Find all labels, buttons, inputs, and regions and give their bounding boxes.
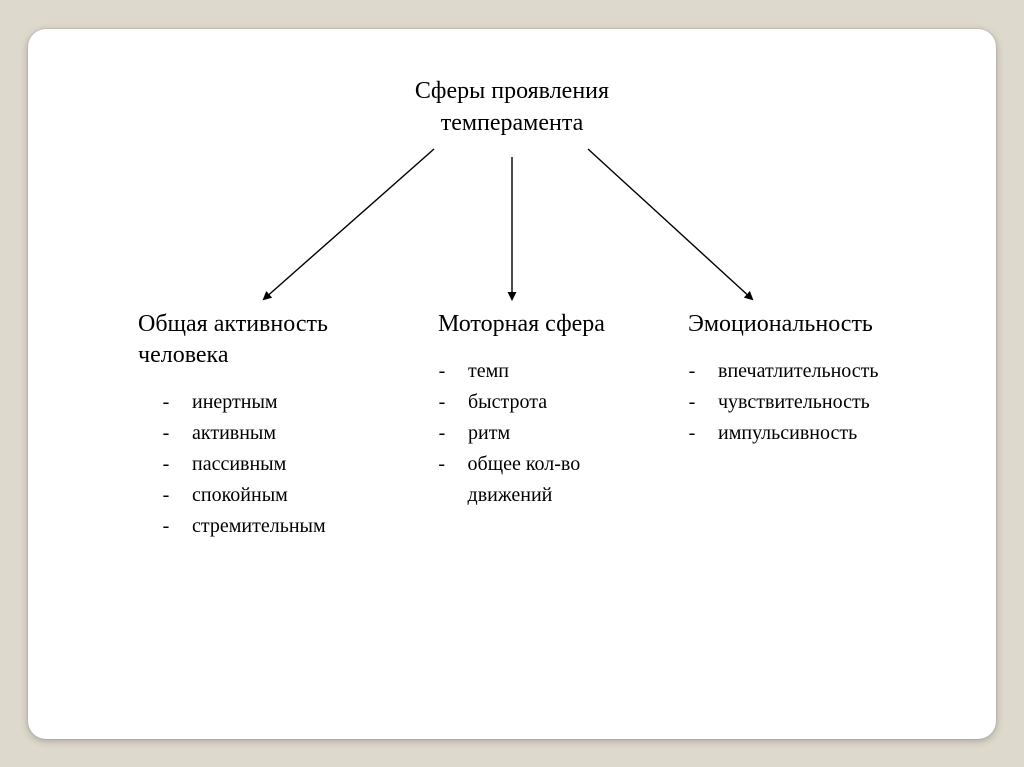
title-line-2: темперамента xyxy=(28,107,996,139)
bullet-dash: - xyxy=(688,387,696,418)
branch-general-activity: Общая активность человека -инертным -акт… xyxy=(138,309,388,542)
branch-heading: Общая активность человека xyxy=(138,309,388,371)
list-item: -впечатлительность xyxy=(688,356,948,387)
list-item: -быстрота xyxy=(438,387,658,418)
bullet-dash: - xyxy=(438,449,446,511)
bullet-dash: - xyxy=(162,418,170,449)
branch-items: -инертным -активным -пассивным -спокойны… xyxy=(138,387,388,542)
bullet-dash: - xyxy=(162,480,170,511)
bullet-dash: - xyxy=(438,418,446,449)
item-text: импульсивность xyxy=(718,418,857,449)
bullet-dash: - xyxy=(162,511,170,542)
list-item: -инертным xyxy=(162,387,388,418)
branch-items: -впечатлительность -чувствительность -им… xyxy=(688,356,948,449)
arrow xyxy=(264,149,434,299)
heading-line-1: Эмоциональность xyxy=(688,309,948,340)
item-text: пассивным xyxy=(192,449,286,480)
heading-line-1: Общая активность xyxy=(138,309,388,340)
bullet-dash: - xyxy=(688,356,696,387)
branch-heading: Моторная сфера xyxy=(438,309,658,340)
item-text: впечатлительность xyxy=(718,356,879,387)
list-item: -спокойным xyxy=(162,480,388,511)
list-item: -ритм xyxy=(438,418,658,449)
item-text: активным xyxy=(192,418,276,449)
list-item: -импульсивность xyxy=(688,418,948,449)
item-text: чувствительность xyxy=(718,387,870,418)
list-item: -стремительным xyxy=(162,511,388,542)
branch-heading: Эмоциональность xyxy=(688,309,948,340)
branch-emotionality: Эмоциональность -впечатлительность -чувс… xyxy=(688,309,948,449)
branch-items: -темп -быстрота -ритм -общее кол-во движ… xyxy=(438,356,658,511)
item-text: спокойным xyxy=(192,480,288,511)
branch-motor-sphere: Моторная сфера -темп -быстрота -ритм -об… xyxy=(438,309,658,511)
heading-line-2: человека xyxy=(138,340,388,371)
bullet-dash: - xyxy=(162,449,170,480)
bullet-dash: - xyxy=(162,387,170,418)
list-item: -пассивным xyxy=(162,449,388,480)
bullet-dash: - xyxy=(438,356,446,387)
item-text: ритм xyxy=(468,418,510,449)
item-text: стремительным xyxy=(192,511,326,542)
item-text: инертным xyxy=(192,387,278,418)
list-item: -общее кол-во движений xyxy=(438,449,658,511)
list-item: -активным xyxy=(162,418,388,449)
item-text: темп xyxy=(468,356,509,387)
list-item: -чувствительность xyxy=(688,387,948,418)
item-text: быстрота xyxy=(468,387,547,418)
diagram-title: Сферы проявления темперамента xyxy=(28,75,996,140)
list-item: -темп xyxy=(438,356,658,387)
heading-line-1: Моторная сфера xyxy=(438,309,658,340)
bullet-dash: - xyxy=(438,387,446,418)
slide-card: Сферы проявления темперамента Общая акти… xyxy=(28,29,996,739)
diagram: Сферы проявления темперамента Общая акти… xyxy=(28,29,996,739)
arrow xyxy=(588,149,752,299)
title-line-1: Сферы проявления xyxy=(28,75,996,107)
bullet-dash: - xyxy=(688,418,696,449)
item-text: общее кол-во движений xyxy=(468,449,658,511)
